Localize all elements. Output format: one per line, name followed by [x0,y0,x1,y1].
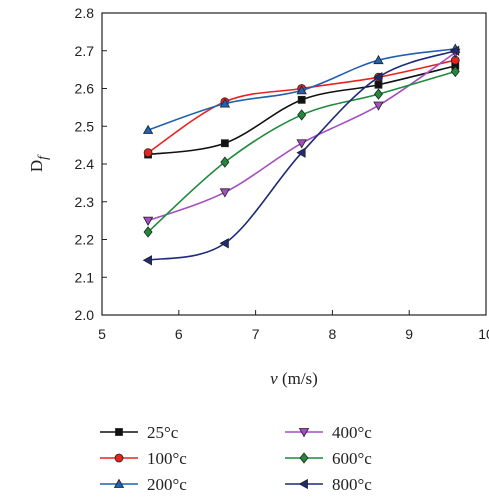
legend: 25°c 100°c 200°c 400°c 600°c 800°c [100,423,372,494]
data-point [374,80,383,89]
x-tick-label: 8 [329,326,337,342]
legend-label: 800°c [332,475,372,494]
x-tick-label: 9 [405,326,413,342]
data-point [219,238,229,249]
series-layer [142,43,461,266]
data-point [142,124,154,134]
legend-marker [114,453,124,463]
legend-item: 800°c [285,475,372,494]
x-axis-ticks: 5 6 7 8 9 10 [98,310,489,342]
data-point [220,139,229,148]
y-tick-label: 2.6 [75,81,95,97]
legend-label: 25°c [147,423,179,442]
data-point [220,156,230,168]
y-tick-label: 2.3 [75,194,95,210]
y-axis-title: Df [27,154,51,172]
data-point [219,188,231,198]
data-point [297,95,306,104]
data-point [296,139,307,149]
legend-marker [113,478,125,488]
y-tick-label: 2.4 [75,156,95,172]
y-tick-label: 2.2 [75,232,95,248]
legend-marker [298,478,308,490]
series-3 [142,48,461,226]
x-tick-label: 10 [478,326,489,342]
legend-item: 25°c [100,423,179,442]
legend-label: 400°c [332,423,372,442]
data-point [373,101,384,111]
legend-label: 100°c [147,449,187,468]
data-point [450,65,460,78]
data-point [449,45,460,56]
data-point [373,54,384,65]
series-line [147,59,456,154]
legend-label: 200°c [147,475,187,494]
legend-item: 200°c [100,475,187,494]
data-point [142,255,152,266]
x-tick-label: 6 [175,326,183,342]
y-axis-ticks: 2.0 2.1 2.2 2.3 2.4 2.5 2.6 2.7 2.8 [75,5,107,323]
series-5 [142,45,460,266]
data-point [143,226,153,238]
data-point [219,98,231,108]
legend-marker [115,428,123,436]
y-tick-label: 2.1 [75,269,95,285]
x-tick-label: 7 [252,326,260,342]
data-point [373,71,383,83]
y-tick-label: 2.7 [75,43,95,59]
legend-item: 100°c [100,449,187,468]
legend-item: 400°c [285,423,372,442]
y-tick-label: 2.8 [75,5,95,21]
data-point [143,148,153,158]
legend-marker [298,428,310,438]
legend-item: 600°c [285,449,372,468]
series-4 [143,65,460,238]
data-point [297,109,307,121]
y-tick-label: 2.0 [75,307,95,323]
data-point [373,88,383,100]
legend-marker [299,452,309,464]
data-point [296,85,307,95]
x-tick-label: 5 [98,326,106,342]
data-point [142,216,154,226]
series-line [147,70,456,233]
y-tick-label: 2.5 [75,118,95,134]
x-axis-title: v (m/s) [270,369,318,388]
legend-label: 600°c [332,449,372,468]
data-point [296,147,306,158]
